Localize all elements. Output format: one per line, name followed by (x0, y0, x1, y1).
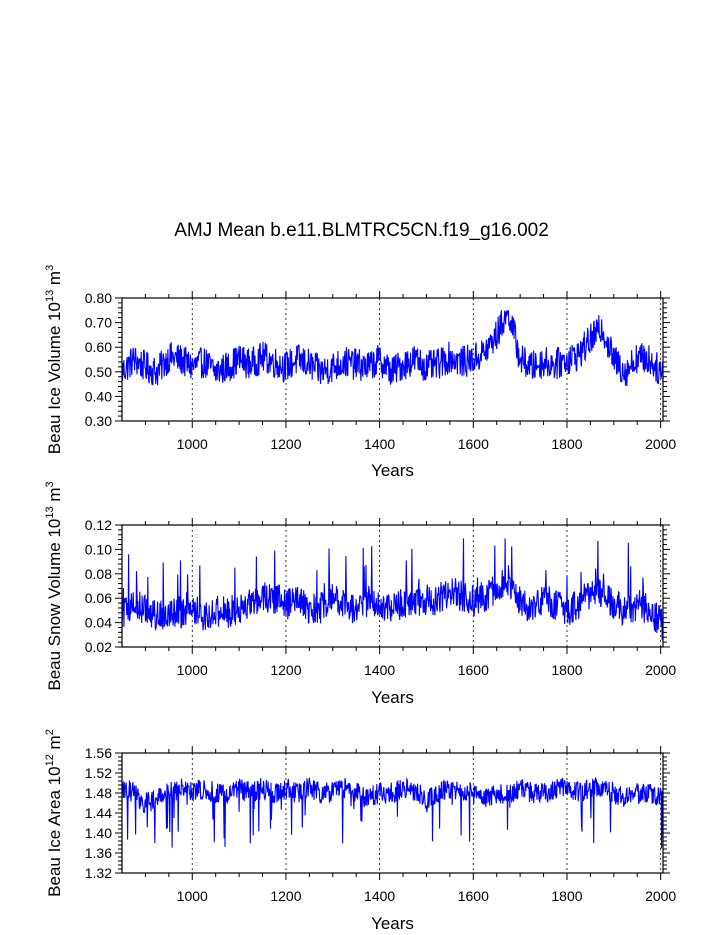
y-tick-label: 0.60 (85, 339, 112, 355)
x-tick-label: 2000 (645, 888, 676, 904)
x-tick-label: 1800 (551, 888, 582, 904)
x-tick-label: 1400 (364, 662, 395, 678)
y-axis-title: Beau Ice Volume 1013 m3 (44, 265, 64, 454)
x-tick-label: 1800 (551, 436, 582, 452)
x-axis-title: Years (371, 914, 414, 933)
y-tick-label: 0.30 (85, 413, 112, 429)
y-tick-label: 1.36 (85, 845, 112, 861)
y-tick-label: 1.44 (85, 805, 112, 821)
y-axis-title: Beau Ice Area 1012 m2 (44, 729, 64, 897)
x-tick-label: 1000 (177, 436, 208, 452)
y-tick-label: 0.50 (85, 364, 112, 380)
x-tick-label: 1600 (458, 888, 489, 904)
figure-title: AMJ Mean b.e11.BLMTRC5CN.f19_g16.002 (174, 220, 549, 241)
series-line-2 (121, 538, 664, 640)
series-line-3 (121, 776, 664, 849)
x-tick-label: 1800 (551, 662, 582, 678)
x-axis-title: Years (371, 461, 414, 480)
y-tick-label: 0.04 (85, 615, 112, 631)
y-tick-label: 0.70 (85, 315, 112, 331)
y-tick-label: 0.80 (85, 290, 112, 306)
x-axis-title: Years (371, 688, 414, 707)
x-tick-label: 1400 (364, 436, 395, 452)
x-tick-label: 1200 (270, 436, 301, 452)
plot-frame (121, 524, 664, 648)
y-tick-label: 1.32 (85, 865, 112, 881)
y-tick-label: 0.12 (85, 517, 112, 533)
y-tick-label: 1.56 (85, 745, 112, 761)
y-tick-label: 1.48 (85, 785, 112, 801)
x-tick-label: 1000 (177, 662, 208, 678)
x-tick-label: 2000 (645, 436, 676, 452)
x-tick-label: 1400 (364, 888, 395, 904)
y-tick-label: 0.10 (85, 541, 112, 557)
y-tick-label: 0.02 (85, 639, 112, 655)
x-tick-label: 1000 (177, 888, 208, 904)
y-axis-title: Beau Snow Volume 1013 m3 (44, 481, 64, 690)
x-tick-label: 1600 (458, 436, 489, 452)
y-tick-label: 0.08 (85, 566, 112, 582)
y-tick-label: 0.06 (85, 590, 112, 606)
y-tick-label: 1.52 (85, 765, 112, 781)
x-tick-label: 2000 (645, 662, 676, 678)
x-tick-label: 1200 (270, 888, 301, 904)
series-line-1 (121, 310, 664, 387)
plot-frame (121, 297, 664, 422)
x-tick-label: 1600 (458, 662, 489, 678)
y-tick-label: 1.40 (85, 825, 112, 841)
x-tick-label: 1200 (270, 662, 301, 678)
y-tick-label: 0.40 (85, 388, 112, 404)
